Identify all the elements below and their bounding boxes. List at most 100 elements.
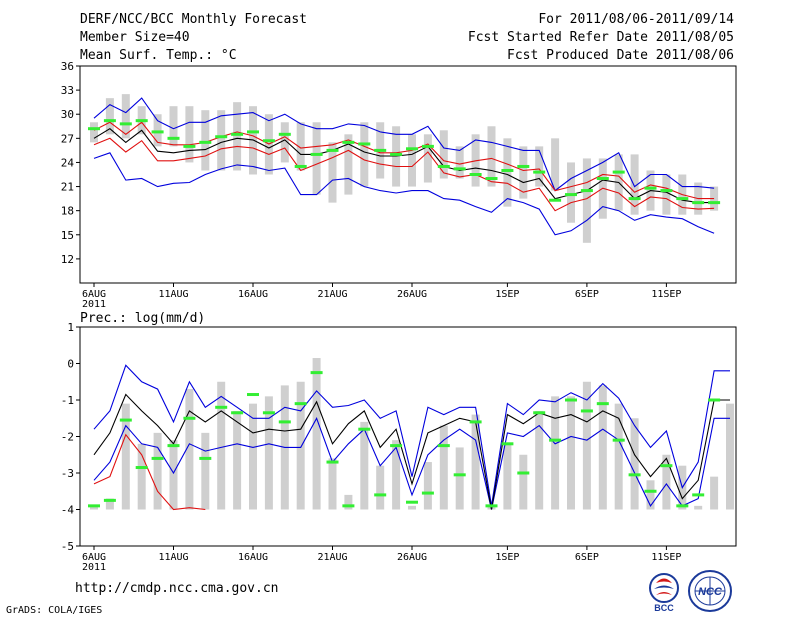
temp-median-mark xyxy=(119,122,132,126)
temp-spread-box xyxy=(360,122,369,187)
temp-median-mark xyxy=(421,144,434,148)
precip-median-mark xyxy=(262,411,275,415)
precip-median-mark xyxy=(485,504,498,508)
precip-median-mark xyxy=(358,427,371,431)
temp-x-year-label: 2011 xyxy=(82,299,106,310)
temp-y-tick-label: 30 xyxy=(61,108,74,121)
precip-spread-bar xyxy=(408,505,416,510)
precip-y-tick-label: -3 xyxy=(61,467,74,480)
precip-spread-bar xyxy=(710,476,719,510)
temp-outer-high-line xyxy=(93,97,715,192)
precip-median-mark xyxy=(278,420,291,424)
precip-spread-bar xyxy=(233,410,242,510)
temp-median-mark xyxy=(88,127,100,131)
temp-median-mark xyxy=(135,119,148,123)
temp-spread-box xyxy=(90,122,98,143)
temp-median-mark xyxy=(580,189,593,193)
precip-y-tick-label: 1 xyxy=(67,321,74,334)
temp-spread-box xyxy=(423,134,432,183)
temp-spread-box xyxy=(105,98,114,135)
precip-spread-bar xyxy=(185,389,194,510)
precip-y-tick-label: 0 xyxy=(67,358,74,371)
precip-x-tick-label: 6SEP xyxy=(575,552,599,563)
temp-spread-box xyxy=(312,122,321,195)
temp-spread-box xyxy=(121,94,130,139)
precip-median-mark xyxy=(692,493,705,497)
precip-median-mark xyxy=(231,411,244,415)
precip-spread-bar xyxy=(646,480,655,510)
temp-median-mark xyxy=(453,167,466,171)
temp-x-tick-label: 21AUG xyxy=(317,289,347,300)
temp-median-mark xyxy=(612,170,625,174)
temp-median-mark xyxy=(151,130,164,134)
precip-y-tick-label: -5 xyxy=(61,540,74,553)
temp-spread-box xyxy=(233,102,242,171)
precip-spread-bar xyxy=(598,385,607,510)
temp-spread-box xyxy=(630,154,639,215)
precip-inner-line xyxy=(93,433,206,511)
temp-median-mark xyxy=(247,130,259,134)
precip-median-mark xyxy=(215,405,228,409)
precip-spread-bar xyxy=(296,381,305,510)
temp-spread-box xyxy=(201,110,210,171)
precip-spread-bar xyxy=(153,432,162,510)
variable-label: Mean Surf. Temp.: °C xyxy=(80,48,237,63)
precip-spread-bar xyxy=(328,458,337,510)
footer-url[interactable]: http://cmdp.ncc.cma.gov.cn xyxy=(75,581,279,596)
precip-x-tick-label: 16AUG xyxy=(238,552,268,563)
temp-median-mark xyxy=(183,144,196,148)
precip-spread-bar xyxy=(105,498,114,510)
precip-median-mark xyxy=(326,460,339,464)
bcc-logo-text: BCC xyxy=(654,603,674,613)
temp-median-mark xyxy=(628,197,641,201)
precip-spread-bar xyxy=(376,465,385,510)
temp-median-mark xyxy=(565,193,577,197)
precip-median-mark xyxy=(708,398,721,402)
precip-spread-bar xyxy=(567,396,575,510)
temp-y-tick-label: 27 xyxy=(61,132,74,145)
precip-mean-line xyxy=(93,393,730,510)
temp-median-mark xyxy=(533,170,546,174)
temp-median-mark xyxy=(390,152,403,156)
temp-median-mark xyxy=(374,148,387,152)
temp-x-tick-label: 11AUG xyxy=(158,289,188,300)
precip-spread-bar xyxy=(535,410,544,510)
precip-x-tick-label: 21AUG xyxy=(317,552,347,563)
temp-spread-box xyxy=(567,162,575,223)
precip-spread-bar xyxy=(249,403,257,510)
temp-x-tick-label: 26AUG xyxy=(397,289,427,300)
precip-x-tick-label: 11AUG xyxy=(158,552,188,563)
temp-median-mark xyxy=(262,139,275,143)
precip-median-mark xyxy=(88,504,100,508)
precip-spread-bar xyxy=(423,462,432,510)
precip-spread-bar xyxy=(344,494,353,510)
precip-median-mark xyxy=(310,371,323,375)
temp-spread-box xyxy=(503,138,512,207)
ncc-logo-text: NCC xyxy=(698,586,723,598)
temp-plot-frame xyxy=(79,65,737,284)
temp-median-mark xyxy=(278,132,291,136)
precip-median-mark xyxy=(374,493,387,497)
temp-median-mark xyxy=(294,164,307,168)
precip-median-mark xyxy=(151,456,164,460)
temp-outer-low-line xyxy=(93,152,715,236)
temp-spread-box xyxy=(185,106,194,163)
forecast-start-date: Fcst Started Refer Date 2011/08/05 xyxy=(467,30,734,45)
temp-x-tick-label: 1SEP xyxy=(495,289,519,300)
temp-median-mark xyxy=(231,132,244,136)
precip-median-mark xyxy=(580,409,593,413)
precip-y-tick-label: -1 xyxy=(61,394,74,407)
temp-median-mark xyxy=(660,189,673,193)
temp-median-mark xyxy=(501,168,514,172)
temp-spread-box xyxy=(296,122,305,171)
temp-median-mark xyxy=(215,135,228,139)
precip-spread-bar xyxy=(551,396,560,510)
temp-median-mark xyxy=(406,147,418,151)
temp-median-mark xyxy=(342,140,355,144)
precip-panel-title: Prec.: log(mm/d) xyxy=(80,311,206,326)
precip-spread-bar xyxy=(694,505,703,510)
precip-median-mark xyxy=(437,444,450,448)
precip-spread-bar xyxy=(519,454,528,510)
precip-spread-bar xyxy=(360,421,369,510)
